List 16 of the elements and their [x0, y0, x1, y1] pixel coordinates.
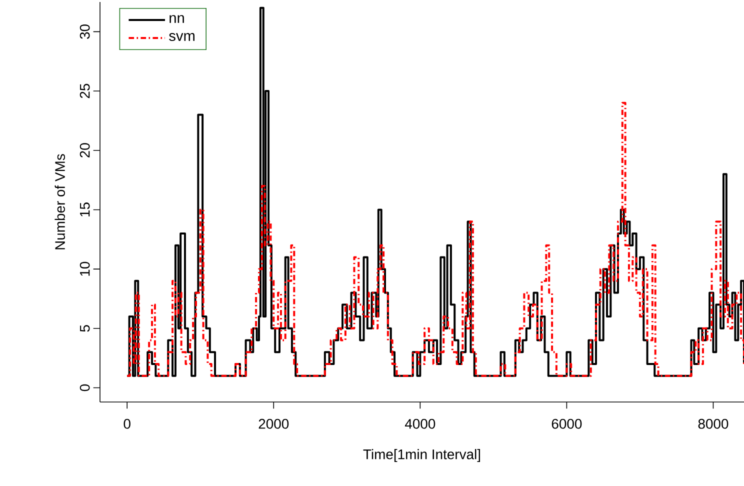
x-tick-label: 4000	[404, 418, 436, 429]
y-tick-label: 25	[80, 84, 90, 98]
y-axis-title: Number of VMs	[54, 154, 65, 250]
x-tick-label: 8000	[698, 418, 728, 429]
legend-label: svm	[169, 33, 194, 41]
y-tick-label: 0	[80, 384, 90, 392]
y-tick-label: 10	[80, 262, 90, 276]
y-tick-label: 15	[80, 202, 90, 216]
y-tick-label: 30	[80, 24, 90, 39]
x-tick-label: 0	[124, 418, 130, 429]
x-tick-label: 6000	[552, 418, 582, 429]
x-axis-title: Time[1min Interval]	[363, 449, 480, 462]
y-tick-label: 5	[80, 325, 90, 332]
legend-label: nn	[170, 15, 184, 23]
x-tick-label: 2000	[258, 418, 289, 429]
y-tick-label: 20	[80, 143, 90, 158]
